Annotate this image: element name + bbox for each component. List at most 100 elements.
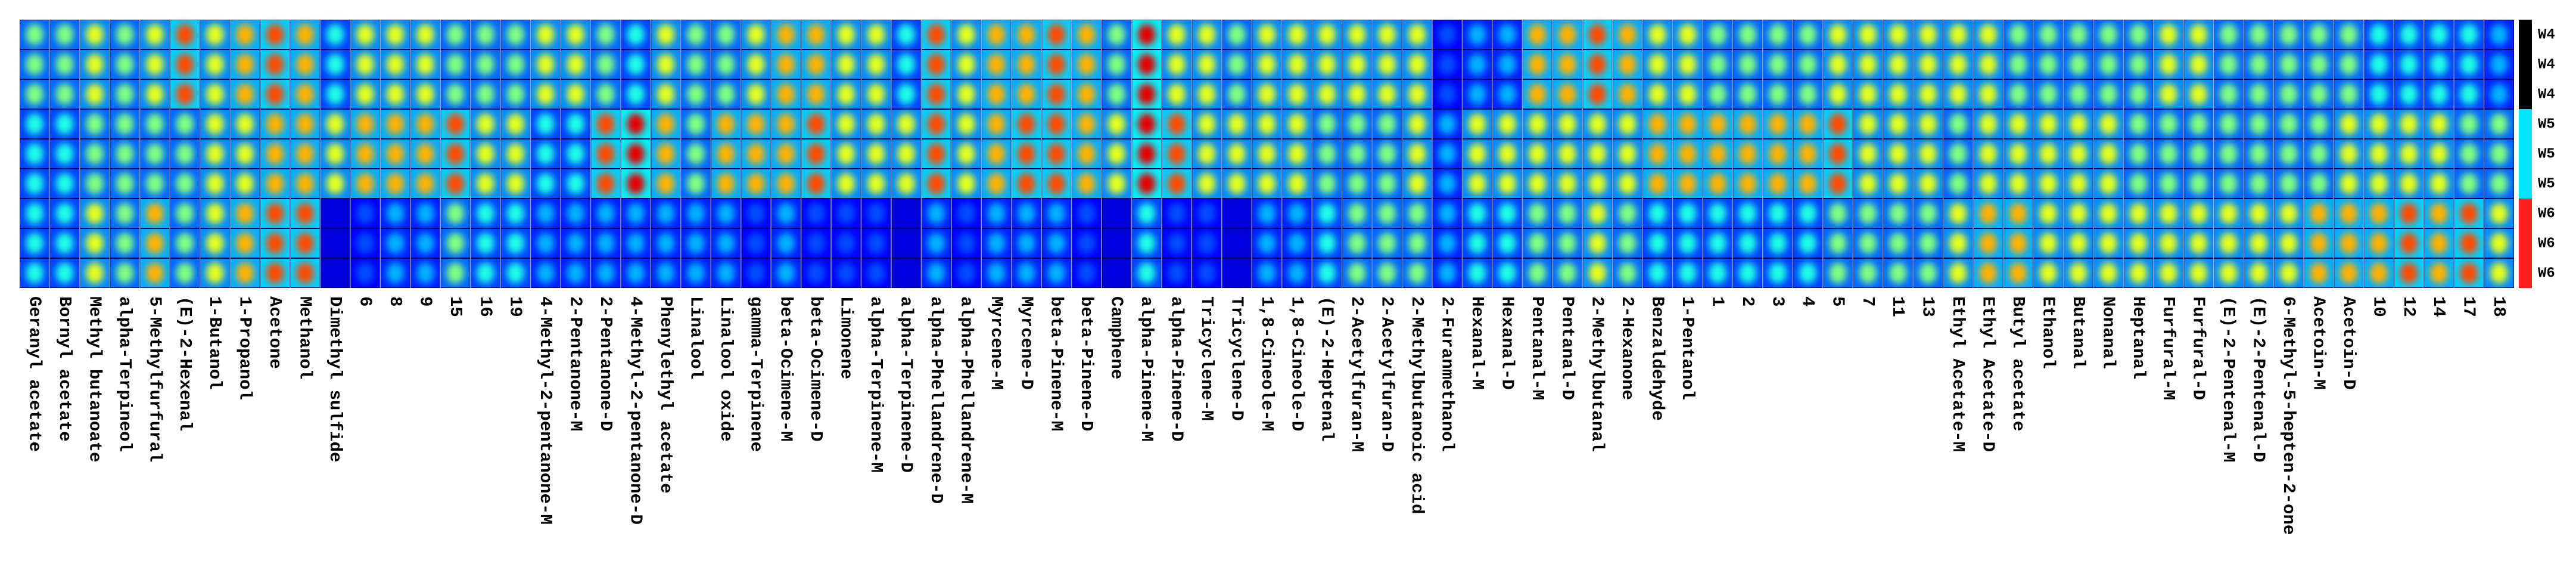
- cell-spot: [1287, 24, 1306, 45]
- cell-spot: [1618, 143, 1637, 165]
- cell-spot: [2250, 24, 2268, 45]
- cell-spot: [145, 143, 164, 165]
- cell-spot: [1287, 54, 1306, 75]
- cell-spot: [1919, 203, 1937, 224]
- cell-spot: [2460, 262, 2478, 284]
- cell-spot: [1498, 203, 1517, 224]
- cell-spot: [1618, 83, 1637, 105]
- cell-spot: [296, 24, 315, 45]
- cell-spot: [1017, 233, 1036, 254]
- row-label: W5: [2538, 176, 2555, 192]
- cell-spot: [116, 83, 134, 105]
- cell-spot: [837, 24, 855, 45]
- cell-spot: [596, 54, 615, 75]
- cell-spot: [1408, 113, 1426, 135]
- cell-spot: [2009, 83, 2027, 105]
- cell-spot: [326, 203, 344, 224]
- cell-spot: [2009, 143, 2027, 165]
- cell-spot: [567, 113, 585, 135]
- column-label: 19: [506, 296, 525, 317]
- column-label: 4-Methyl-2-pentanone-D: [626, 296, 645, 525]
- cell-spot: [987, 203, 1006, 224]
- cell-spot: [1287, 173, 1306, 194]
- column-label: alpha-Phellandrene-M: [956, 296, 976, 504]
- cell-spot: [1047, 203, 1066, 224]
- cell-spot: [1197, 83, 1216, 105]
- column-label: Ethyl Acetate-D: [1978, 296, 1998, 452]
- cell-spot: [356, 203, 375, 224]
- cell-spot: [536, 262, 555, 284]
- cell-spot: [1077, 113, 1096, 135]
- cell-spot: [627, 54, 645, 75]
- cell-spot: [807, 83, 825, 105]
- cell-spot: [176, 203, 194, 224]
- cell-spot: [1828, 24, 1847, 45]
- column-label: 5-Methylfurfural: [145, 296, 164, 462]
- cell-spot: [2189, 173, 2208, 194]
- cell-spot: [1919, 83, 1937, 105]
- cell-spot: [386, 83, 405, 105]
- column-label: beta-Pinene-M: [1047, 296, 1066, 431]
- cell-spot: [2460, 24, 2478, 45]
- cell-spot: [1077, 54, 1096, 75]
- cell-spot: [1318, 54, 1336, 75]
- cell-spot: [296, 233, 315, 254]
- cell-spot: [1438, 233, 1457, 254]
- cell-spot: [2009, 24, 2027, 45]
- column-label: alpha-Phellandrene-D: [926, 296, 946, 504]
- cell-spot: [506, 262, 525, 284]
- cell-spot: [1017, 262, 1036, 284]
- cell-spot: [1408, 83, 1426, 105]
- cell-spot: [1348, 54, 1366, 75]
- cell-spot: [897, 262, 916, 284]
- cell-spot: [2099, 233, 2118, 254]
- row-label: W4: [2538, 86, 2555, 103]
- cell-spot: [1378, 54, 1396, 75]
- cell-spot: [116, 173, 134, 194]
- cell-spot: [807, 262, 825, 284]
- cell-spot: [1528, 113, 1547, 135]
- cell-spot: [1318, 24, 1336, 45]
- column-label: Acetoin-D: [2339, 296, 2359, 390]
- cell-spot: [476, 262, 495, 284]
- row-label: W4: [2538, 27, 2555, 43]
- cell-spot: [1107, 262, 1126, 284]
- column-label: 1-Pentanol: [1678, 296, 1697, 400]
- cell-spot: [1828, 173, 1847, 194]
- column-label: 15: [446, 296, 465, 317]
- cell-spot: [296, 203, 315, 224]
- cell-spot: [746, 83, 766, 105]
- cell-spot: [1438, 143, 1457, 165]
- cell-spot: [1408, 262, 1426, 284]
- cell-spot: [1168, 262, 1186, 284]
- cell-spot: [2339, 113, 2358, 135]
- cell-spot: [1318, 203, 1336, 224]
- cell-spot: [2039, 24, 2058, 45]
- cell-spot: [657, 262, 675, 284]
- cell-spot: [176, 54, 194, 75]
- cell-spot: [296, 143, 315, 165]
- cell-spot: [1107, 24, 1126, 45]
- cell-spot: [1077, 83, 1096, 105]
- cell-spot: [1168, 203, 1186, 224]
- column-label: 3: [1768, 296, 1787, 306]
- cell-spot: [1258, 143, 1276, 165]
- cell-spot: [1017, 54, 1036, 75]
- cell-spot: [1017, 173, 1036, 194]
- cell-spot: [2069, 233, 2087, 254]
- cell-spot: [1408, 24, 1426, 45]
- cell-spot: [897, 54, 916, 75]
- cell-spot: [596, 233, 615, 254]
- column-label: Acetoin-M: [2309, 296, 2328, 390]
- cell-spot: [957, 143, 976, 165]
- cell-spot: [746, 54, 766, 75]
- cell-spot: [2250, 203, 2268, 224]
- cell-spot: [1859, 83, 1877, 105]
- column-label: 2-Hexanone: [1617, 296, 1637, 400]
- cell-spot: [1287, 143, 1306, 165]
- cell-spot: [2039, 113, 2058, 135]
- cell-spot: [1168, 233, 1186, 254]
- cell-spot: [1287, 83, 1306, 105]
- cell-spot: [807, 173, 825, 194]
- cell-spot: [1799, 83, 1817, 105]
